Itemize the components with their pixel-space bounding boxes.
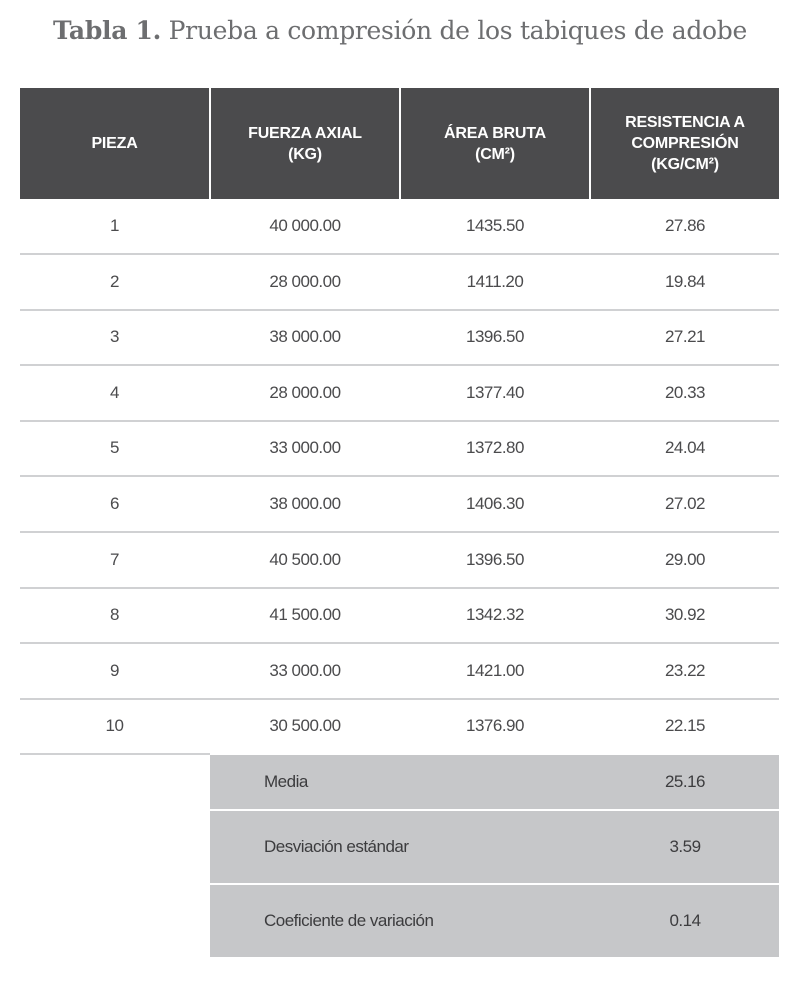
table-caption: Prueba a compresión de los tabiques de a…	[161, 16, 748, 45]
cell-fuerza-axial: 30 500.00	[269, 716, 341, 736]
summary-row: Desviación estándar 3.59	[210, 811, 779, 883]
cell-area-bruta: 1411.20	[466, 271, 524, 291]
cell-area-bruta: 1376.90	[466, 716, 524, 736]
table-row: 7 40 500.00 1396.50 29.00	[20, 533, 779, 589]
cell-resistencia: 27.21	[664, 327, 706, 347]
cell-area-bruta: 1435.50	[466, 216, 524, 235]
cell-area-bruta: 1372.80	[466, 438, 524, 458]
divider	[20, 753, 210, 755]
cell-area-bruta: 1396.50	[466, 549, 524, 569]
header-line: COMPRESIÓN	[631, 135, 739, 152]
cell-resistencia: 27.86	[664, 216, 706, 235]
summary-label: Coeficiente de variación	[264, 911, 434, 930]
table-row: 8 41 500.00 1342.32 30.92	[20, 588, 779, 645]
table-row: 6 38 000.00 1406.30 27.02	[20, 477, 779, 533]
table-row: 1 40 000.00 1435.50 27.86	[20, 199, 779, 255]
cell-fuerza-axial: 40 500.00	[269, 549, 341, 569]
header-line: (CM²)	[475, 145, 515, 163]
cell-resistencia: 23.22	[664, 660, 706, 680]
header-line: ÁREA BRUTA	[444, 124, 546, 142]
cell-fuerza-axial: 41 500.00	[269, 605, 341, 625]
summary-value: 3.59	[669, 837, 701, 856]
column-header-area-bruta: ÁREA BRUTA (CM²)	[401, 88, 589, 199]
header-line: (KG/CM²)	[651, 156, 719, 173]
table-row: 9 33 000.00 1421.00 23.22	[20, 644, 779, 700]
summary-label: Desviación estándar	[264, 837, 409, 856]
cell-resistencia: 27.02	[664, 494, 706, 513]
cell-area-bruta: 1406.30	[466, 494, 524, 513]
cell-area-bruta: 1377.40	[466, 382, 524, 402]
table-title: Tabla 1. Prueba a compresión de los tabi…	[0, 16, 800, 45]
summary-value: 0.14	[669, 911, 701, 930]
cell-area-bruta: 1396.50	[466, 327, 524, 347]
cell-area-bruta: 1421.00	[466, 660, 524, 680]
cell-area-bruta: 1342.32	[466, 605, 524, 625]
table-row: 3 38 000.00 1396.50 27.21	[20, 310, 779, 367]
table-number: Tabla 1.	[53, 16, 162, 45]
cell-pieza: 4	[110, 382, 119, 402]
summary-row: Media 25.16	[210, 755, 779, 809]
header-line: (KG)	[288, 145, 322, 163]
cell-resistencia: 24.04	[664, 438, 706, 458]
header-line: PIEZA	[91, 135, 138, 152]
cell-resistencia: 20.33	[664, 382, 706, 402]
cell-pieza: 5	[110, 438, 119, 458]
summary-row: Coeficiente de variación 0.14	[210, 885, 779, 957]
cell-resistencia: 19.84	[664, 271, 706, 291]
cell-pieza: 9	[110, 660, 119, 680]
column-header-fuerza-axial: FUERZA AXIAL (KG)	[211, 88, 399, 199]
cell-pieza: 10	[105, 716, 124, 736]
table-row: 10 30 500.00 1376.90 22.15	[20, 699, 779, 753]
cell-pieza: 2	[110, 271, 119, 291]
cell-resistencia: 30.92	[664, 605, 706, 625]
cell-pieza: 7	[110, 549, 119, 569]
cell-pieza: 8	[110, 605, 119, 625]
cell-resistencia: 22.15	[664, 716, 706, 736]
cell-fuerza-axial: 38 000.00	[269, 327, 341, 347]
table-row: 2 28 000.00 1411.20 19.84	[20, 255, 779, 311]
cell-fuerza-axial: 33 000.00	[269, 660, 341, 680]
cell-pieza: 1	[110, 216, 119, 235]
cell-pieza: 3	[110, 327, 119, 347]
summary-label: Media	[264, 772, 308, 791]
cell-fuerza-axial: 33 000.00	[269, 438, 341, 458]
cell-fuerza-axial: 28 000.00	[269, 271, 341, 291]
table-row: 4 28 000.00 1377.40 20.33	[20, 366, 779, 422]
cell-fuerza-axial: 38 000.00	[269, 494, 341, 513]
header-line: RESISTENCIA A	[625, 114, 745, 131]
summary-value: 25.16	[664, 772, 706, 791]
header-line: FUERZA AXIAL	[248, 124, 362, 142]
cell-fuerza-axial: 28 000.00	[269, 382, 341, 402]
table-row: 5 33 000.00 1372.80 24.04	[20, 421, 779, 478]
cell-resistencia: 29.00	[664, 549, 706, 569]
cell-fuerza-axial: 40 000.00	[269, 216, 341, 235]
cell-pieza: 6	[110, 494, 119, 513]
column-header-pieza: PIEZA	[20, 88, 209, 199]
column-header-resistencia: RESISTENCIA A COMPRESIÓN (KG/CM²)	[591, 88, 779, 199]
